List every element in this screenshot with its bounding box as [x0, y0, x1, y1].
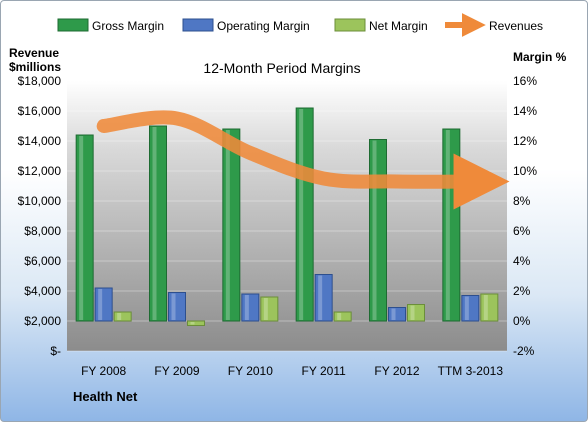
right-tick-label: 4%	[513, 254, 531, 268]
chart-title: 12-Month Period Margins	[203, 60, 360, 76]
left-tick-label: $10,000	[18, 194, 62, 208]
bar-gross-margin	[295, 107, 314, 322]
bar-operating-margin	[314, 274, 333, 322]
right-tick-label: 2%	[513, 284, 531, 298]
bar-highlight	[244, 295, 249, 320]
bar-operating-margin	[461, 295, 480, 322]
bar-highlight	[410, 305, 415, 320]
bar-highlight	[117, 313, 122, 320]
revenue-line	[96, 110, 510, 210]
legend-label-net-margin: Net Margin	[369, 19, 428, 33]
right-tick-label: 6%	[513, 224, 531, 238]
bar-highlight	[337, 313, 342, 320]
bar-highlight	[464, 296, 469, 320]
left-tick-label: $4,000	[24, 284, 61, 298]
bar-highlight	[152, 127, 157, 320]
category-label: FY 2011	[302, 364, 347, 378]
right-tick-label: 0%	[513, 314, 531, 328]
category-label: TTM 3-2013	[438, 364, 504, 378]
bar-net-margin	[260, 296, 279, 322]
bar-highlight	[391, 308, 396, 320]
left-tick-label: $12,000	[18, 164, 62, 178]
legend-swatch-operating-margin	[182, 18, 214, 32]
legend-item-revenues: Revenues	[445, 13, 543, 37]
left-axis-ticks: $- $2,000 $4,000 $6,000 $8,000 $10,000 $12,000…	[18, 74, 62, 358]
bar-net-margin	[333, 311, 352, 322]
right-tick-label: 14%	[513, 104, 537, 118]
bar-highlight	[445, 130, 450, 320]
legend: Gross Margin Operating Margin Net Margin…	[57, 13, 543, 37]
bar-gross-margin	[75, 134, 94, 322]
bar-highlight	[98, 289, 103, 320]
bar-operating-margin	[388, 307, 406, 322]
bar-highlight	[79, 136, 84, 320]
left-tick-label: $16,000	[18, 104, 62, 118]
gridlines	[67, 80, 507, 352]
right-tick-label: 10%	[513, 164, 537, 178]
bar-highlight	[263, 298, 268, 320]
right-tick-label: 8%	[513, 194, 531, 208]
bar-gross-margin	[442, 128, 461, 322]
legend-swatch-net-margin	[334, 18, 366, 32]
right-tick-label: 16%	[513, 74, 537, 88]
right-axis-ticks: -2% 0% 2% 4% 6% 8% 10% 12% 14% 16%	[513, 74, 537, 358]
bar-highlight	[372, 140, 377, 320]
legend-label-operating-margin: Operating Margin	[217, 19, 310, 33]
bar-net-margin	[187, 320, 205, 326]
bar-highlight	[171, 293, 176, 320]
legend-swatch-gross-margin	[57, 18, 89, 32]
bar-net-margin	[480, 293, 499, 322]
bar-operating-margin	[168, 292, 186, 322]
bar-highlight	[225, 130, 230, 320]
legend-label-gross-margin: Gross Margin	[92, 19, 164, 33]
category-label: FY 2010	[228, 364, 273, 378]
legend-item-operating-margin: Operating Margin	[182, 18, 310, 33]
y-right-title: Margin %	[513, 50, 567, 64]
bar-highlight	[190, 322, 195, 325]
bar-net-margin	[407, 304, 425, 322]
category-label: FY 2008	[81, 364, 126, 378]
bar-gross-margin	[369, 139, 387, 322]
y-left-title-line1: Revenue	[9, 46, 59, 60]
company-name: Health Net	[73, 389, 138, 404]
right-tick-label: 12%	[513, 134, 537, 148]
left-tick-label: $2,000	[24, 314, 61, 328]
left-tick-label: $14,000	[18, 134, 62, 148]
legend-item-gross-margin: Gross Margin	[57, 18, 164, 33]
bar-operating-margin	[241, 293, 260, 322]
bar-highlight	[318, 275, 323, 320]
category-label: FY 2009	[154, 364, 199, 378]
right-tick-label: -2%	[513, 344, 535, 358]
bar-highlight	[299, 109, 304, 320]
bar-gross-margin	[149, 125, 167, 322]
y-left-title-line2: $millions	[9, 60, 61, 74]
revenue-series	[96, 110, 510, 210]
left-tick-label: $6,000	[24, 254, 61, 268]
left-tick-label: $8,000	[24, 224, 61, 238]
left-tick-label: $18,000	[18, 74, 62, 88]
left-tick-label: $-	[50, 344, 61, 358]
category-label: FY 2012	[374, 364, 419, 378]
bar-net-margin	[113, 311, 132, 322]
bar-highlight	[483, 295, 488, 320]
category-labels: FY 2008 FY 2009 FY 2010 FY 2011 FY 2012 TTM 3…	[81, 364, 503, 378]
legend-item-net-margin: Net Margin	[334, 18, 428, 33]
legend-label-revenues: Revenues	[489, 19, 543, 33]
bar-operating-margin	[94, 287, 113, 322]
bar-gross-margin	[222, 128, 241, 322]
